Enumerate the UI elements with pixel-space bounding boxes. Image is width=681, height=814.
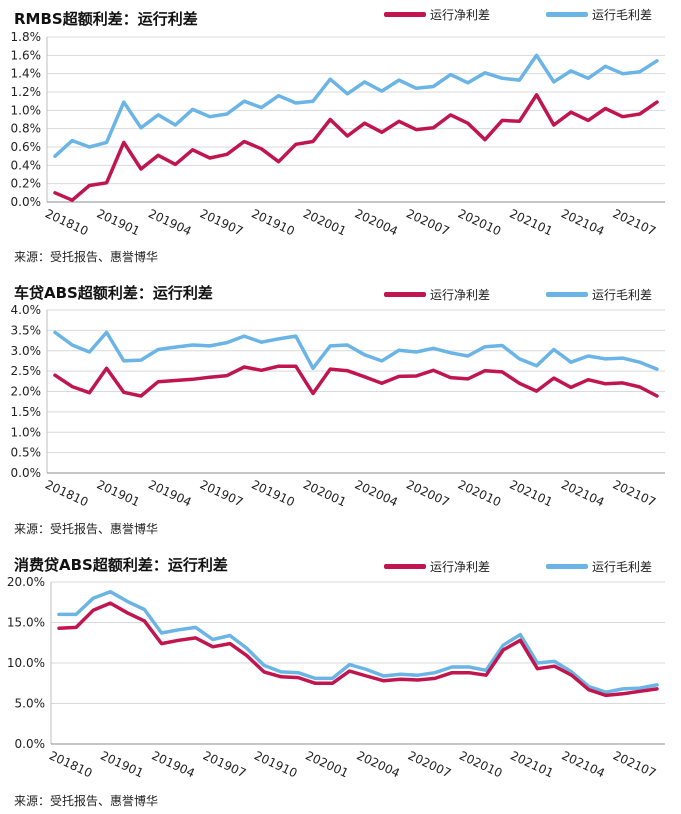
series-line: [53, 364, 659, 398]
x-tick-label: 202004: [355, 748, 402, 780]
x-tick-label: 202107: [611, 748, 658, 780]
series-line: [53, 330, 659, 371]
x-tick-label: 202007: [404, 206, 451, 238]
chart-title: RMBS超额利差：运行利差: [14, 10, 198, 28]
y-tick-label: 1.4%: [11, 67, 42, 81]
source-note: 来源：受托报告、惠誉博华: [14, 250, 159, 264]
legend-label-gross: 运行毛利差: [592, 560, 653, 574]
x-tick-label: 201904: [146, 477, 193, 509]
y-tick-label: 5.0%: [15, 697, 46, 711]
chart-panel-rmbs: RMBS超额利差：运行利差 运行净利差 运行毛利差 0.0% 0.2% 0.4% 0.…: [0, 0, 681, 272]
x-tick-label: 202004: [353, 206, 400, 238]
legend-swatch-net: [384, 12, 426, 17]
x-tick-label: 202001: [301, 206, 348, 238]
legend-swatch-gross: [546, 292, 588, 297]
y-tick-label: 10.0%: [7, 656, 45, 670]
series-line: [57, 589, 659, 694]
x-tick-label: 202001: [303, 748, 350, 780]
legend-item-gross: 运行毛利差: [546, 286, 652, 303]
chart-panel-consumer: 消费贷ABS超额利差：运行利差 运行净利差 运行毛利差 0.0% 5.0% 10.0…: [0, 544, 681, 814]
chart-title: 车贷ABS超额利差：运行利差: [14, 284, 213, 302]
x-tick-label: 202101: [508, 748, 555, 780]
y-tick-label: 0.0%: [11, 195, 42, 209]
legend-swatch-net: [384, 564, 426, 569]
legend-label-net: 运行净利差: [430, 8, 491, 22]
legend-item-net: 运行净利差: [384, 286, 490, 303]
x-tick-label: 201901: [95, 477, 142, 509]
y-tick-label: 20.0%: [7, 575, 45, 589]
legend-label-gross: 运行毛利差: [592, 288, 653, 302]
y-tick-label: 4.0%: [11, 303, 42, 317]
y-tick-label: 3.0%: [11, 344, 42, 358]
x-tick-label: 201901: [95, 206, 142, 238]
legend-item-gross: 运行毛利差: [546, 6, 652, 23]
y-tick-label: 1.0%: [11, 103, 42, 117]
legend-item-net: 运行净利差: [384, 6, 490, 23]
y-tick-label: 3.5%: [11, 323, 42, 337]
y-tick-label: 1.5%: [11, 405, 42, 419]
legend-label-net: 运行净利差: [430, 560, 491, 574]
chart-plot-consumer: 0.0%5.0%10.0%15.0%20.0%201810 201901 20190…: [7, 575, 665, 780]
x-tick-label: 202104: [560, 748, 607, 780]
x-tick-label: 201810: [47, 748, 94, 780]
x-tick-label: 201910: [252, 748, 299, 780]
legend-swatch-net: [384, 292, 426, 297]
legend-label-net: 运行净利差: [430, 288, 491, 302]
x-tick-label: 202004: [353, 477, 400, 509]
y-tick-label: 0.0%: [15, 737, 46, 751]
y-tick-label: 0.6%: [11, 140, 42, 154]
series-line: [57, 601, 659, 698]
y-tick-label: 1.8%: [11, 30, 42, 44]
legend-label-gross: 运行毛利差: [592, 8, 653, 22]
x-tick-label: 202001: [301, 477, 348, 509]
x-tick-label: 201907: [198, 206, 245, 238]
chart-plot-rmbs: 0.0% 0.2% 0.4% 0.6% 0.8% 1.0% 1.2% 1.4% 1.6% 1.8%…: [11, 30, 665, 238]
legend-item-net: 运行净利差: [384, 558, 490, 575]
x-tick-label: 202010: [457, 748, 504, 780]
x-tick-label: 201901: [98, 748, 145, 780]
legend-swatch-gross: [546, 564, 588, 569]
x-tick-label: 201904: [146, 206, 193, 238]
source-note: 来源：受托报告、惠誉博华: [14, 522, 159, 536]
x-tick-label: 202101: [507, 477, 554, 509]
chart-title: 消费贷ABS超额利差：运行利差: [14, 556, 228, 574]
y-tick-label: 0.4%: [11, 158, 42, 172]
x-tick-label: 202010: [456, 477, 503, 509]
x-tick-label: 201910: [249, 206, 296, 238]
y-tick-label: 15.0%: [7, 616, 45, 630]
y-tick-label: 0.5%: [11, 446, 42, 460]
y-tick-label: 2.0%: [11, 385, 42, 399]
x-tick-label: 201810: [43, 206, 90, 238]
y-tick-label: 1.2%: [11, 85, 42, 99]
chart-plot-auto: 0.0% 0.5% 1.0% 1.5% 2.0% 2.5% 3.0% 3.5% 4.0% 2018…: [11, 303, 665, 509]
x-tick-label: 202101: [507, 206, 554, 238]
series-line: [53, 53, 659, 158]
series-line: [53, 93, 659, 202]
x-tick-label: 201907: [201, 748, 248, 780]
x-tick-label: 202010: [456, 206, 503, 238]
y-tick-label: 1.6%: [11, 48, 42, 62]
legend-swatch-gross: [546, 12, 588, 17]
x-tick-label: 201904: [149, 748, 196, 780]
x-tick-label: 201810: [43, 477, 90, 509]
y-tick-label: 0.0%: [11, 466, 42, 480]
y-tick-label: 1.0%: [11, 425, 42, 439]
source-note: 来源：受托报告、惠誉博华: [14, 794, 159, 808]
x-tick-label: 202104: [559, 477, 606, 509]
x-tick-label: 202007: [404, 477, 451, 509]
y-tick-label: 2.5%: [11, 364, 42, 378]
x-tick-label: 201907: [198, 477, 245, 509]
x-tick-label: 201910: [249, 477, 296, 509]
x-tick-label: 202007: [406, 748, 453, 780]
legend-item-gross: 运行毛利差: [546, 558, 652, 575]
x-tick-label: 202107: [611, 477, 658, 509]
chart-panel-auto: 车贷ABS超额利差：运行利差 运行净利差 运行毛利差 0.0% 0.5% 1.0% 1…: [0, 272, 681, 544]
y-tick-label: 0.2%: [11, 177, 42, 191]
x-tick-label: 202104: [559, 206, 606, 238]
y-tick-label: 0.8%: [11, 122, 42, 136]
x-tick-label: 202107: [611, 206, 658, 238]
